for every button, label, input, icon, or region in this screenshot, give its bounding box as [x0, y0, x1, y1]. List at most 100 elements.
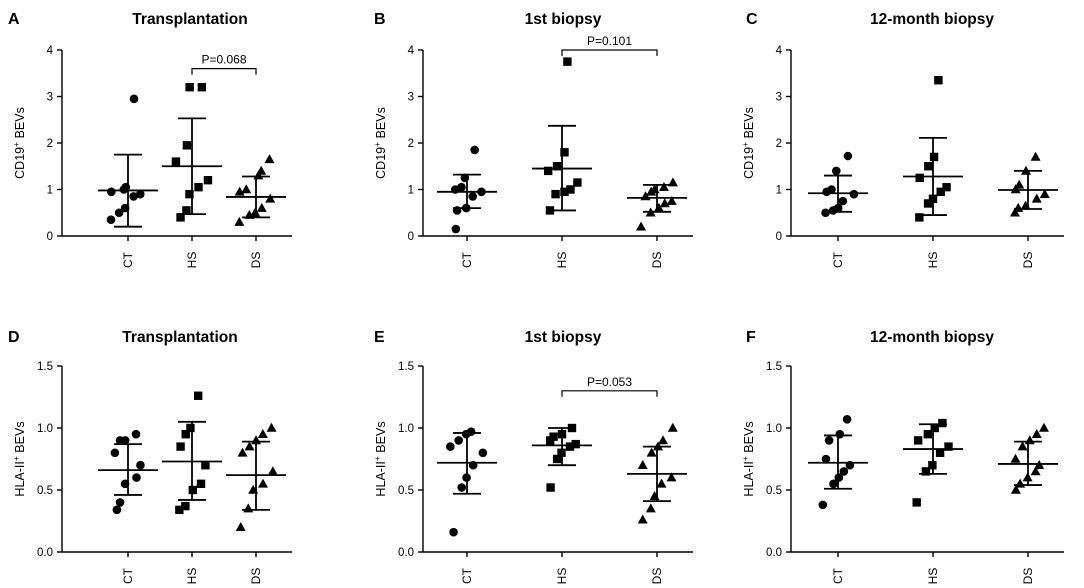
data-point — [936, 187, 945, 197]
panel-title: 1st biopsy — [525, 329, 602, 346]
data-point — [1010, 484, 1021, 494]
y-tick-label: 0.0 — [398, 547, 414, 559]
data-point — [573, 178, 582, 187]
data-point — [659, 198, 670, 208]
panel-letter: E — [374, 329, 385, 346]
x-tick-label-ct: CT — [121, 251, 135, 268]
data-point — [244, 441, 255, 451]
y-tick-label: 3 — [408, 92, 414, 104]
data-point — [942, 182, 951, 192]
group-hs — [532, 423, 592, 492]
data-point — [1039, 188, 1050, 198]
y-tick-label: 1 — [776, 185, 782, 197]
group-hs — [162, 83, 222, 222]
x-tick-label-ds: DS — [1021, 252, 1035, 269]
y-tick-label: 1.0 — [766, 423, 782, 435]
data-point — [468, 192, 478, 201]
group-ds — [226, 422, 286, 531]
data-point — [114, 208, 124, 218]
data-point — [181, 501, 190, 511]
group-ds — [627, 177, 687, 231]
y-tick-label: 2 — [776, 138, 782, 150]
group-ds — [998, 422, 1058, 494]
x-tick-label-hs: HS — [555, 252, 569, 269]
y-axis-label: CD19+ BEVs — [11, 107, 27, 179]
y-tick-label: 1.0 — [398, 423, 414, 435]
y-tick-label: 0 — [47, 231, 53, 243]
significance-bracket — [561, 49, 658, 56]
data-point — [821, 454, 831, 464]
y-tick-label: 4 — [408, 45, 415, 57]
data-point — [543, 166, 553, 176]
y-tick-label: 2 — [408, 138, 414, 150]
data-point — [666, 195, 677, 205]
data-point — [446, 442, 455, 451]
data-point — [636, 221, 647, 231]
data-point — [185, 83, 194, 92]
panel-title: 1st biopsy — [525, 11, 602, 28]
data-point — [842, 415, 852, 424]
y-tick-label: 1 — [47, 185, 53, 197]
y-tick-label: 0.5 — [37, 485, 53, 497]
data-point — [646, 447, 657, 457]
p-value-label: P=0.068 — [201, 53, 246, 67]
x-tick-label-ds: DS — [650, 568, 664, 585]
data-point — [666, 472, 677, 482]
y-tick-label: 1 — [408, 185, 414, 197]
data-point — [849, 189, 859, 199]
data-point — [645, 503, 656, 513]
data-point — [923, 199, 933, 208]
data-point — [136, 460, 145, 470]
group-hs — [903, 418, 963, 507]
data-point — [115, 498, 125, 507]
data-point — [237, 447, 248, 457]
data-point — [912, 498, 921, 507]
panel-e: E 1st biopsy 0.0 0.5 1.0 1.5 HLA-II+ BEVs CT HS D… — [372, 329, 693, 584]
data-point — [264, 154, 275, 164]
data-point — [129, 192, 138, 201]
data-point — [451, 224, 461, 234]
data-point — [924, 162, 933, 171]
x-tick-label-ct: CT — [460, 567, 474, 584]
data-point — [176, 442, 185, 451]
x-tick-label-ct: CT — [831, 251, 845, 268]
data-point — [1030, 151, 1041, 161]
data-point — [1010, 184, 1021, 194]
data-point — [824, 436, 834, 445]
data-point — [243, 503, 254, 513]
data-point — [1009, 207, 1020, 217]
data-point — [132, 473, 141, 482]
data-point — [827, 185, 836, 194]
panel-letter: B — [374, 11, 386, 28]
data-point — [821, 208, 830, 218]
data-point — [466, 427, 476, 437]
panel-c: C 12-month biopsy 0 1 2 3 4 CD19+ BEVs CT HS DS — [740, 11, 1064, 268]
data-point — [112, 505, 122, 515]
data-point — [832, 166, 841, 176]
data-point — [185, 189, 194, 199]
y-tick-label: 3 — [47, 92, 53, 104]
group-hs — [162, 391, 222, 515]
panel-title: Transplantation — [132, 11, 247, 28]
data-point — [637, 514, 648, 524]
data-point — [457, 182, 466, 192]
data-point — [1017, 441, 1028, 451]
y-axis-label: HLA-II+ BEVs — [372, 421, 388, 496]
group-ct — [808, 151, 868, 218]
panel-title: 12-month biopsy — [870, 11, 994, 28]
x-tick-label-ds: DS — [650, 252, 664, 269]
data-point — [560, 187, 569, 197]
y-axis-label: CD19+ BEVs — [372, 107, 388, 179]
data-point — [1030, 466, 1041, 476]
data-point — [1013, 202, 1024, 212]
panel-letter: F — [746, 329, 756, 346]
significance-bracket — [191, 68, 257, 75]
data-point — [203, 176, 213, 185]
panel-f: F 12-month biopsy 0.0 0.5 1.0 1.5 HLA-II+ BEVs… — [740, 329, 1064, 584]
p-value-label: P=0.053 — [587, 375, 632, 389]
data-point — [658, 181, 669, 191]
data-point — [265, 193, 276, 203]
x-tick-label-ds: DS — [249, 252, 263, 269]
panel-d: D Transplantation 0.0 0.5 1.0 1.5 HLA-II+ BEVs… — [8, 329, 292, 584]
